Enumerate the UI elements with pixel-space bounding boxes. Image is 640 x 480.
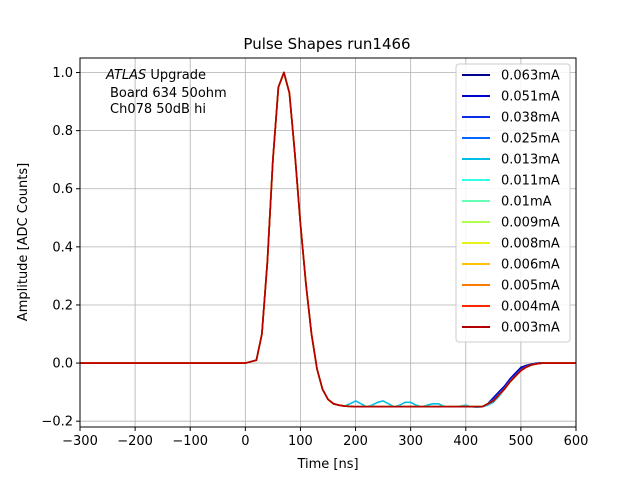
legend-box [455,63,571,343]
annotation-block: ATLAS Upgrade Board 634 50ohm Ch078 50dB… [105,68,227,117]
plot-frame [79,57,577,428]
legend-label-0: 0.063mA [501,69,560,84]
x-tick-label: 600 [564,434,589,449]
annotation-upgrade: Upgrade [146,68,206,83]
y-tick-label: 0.6 [52,182,73,197]
legend-label-9: 0.006mA [501,258,560,273]
x-tick-label: 500 [508,434,533,449]
y-tick-label: 0.2 [52,298,73,313]
series-line-12 [80,71,576,408]
y-tick-label: 1.0 [52,66,73,81]
annotation-line-1: ATLAS Upgrade [105,68,206,83]
y-tick-label: 0.0 [52,357,73,372]
x-tick-label: 200 [343,434,368,449]
legend-label-4: 0.013mA [501,153,560,168]
x-tick-label: −100 [172,434,208,449]
series-layer [80,71,576,409]
legend-label-12: 0.003mA [501,321,560,336]
y-axis-ticks: −0.2 0.0 0.2 0.4 0.6 0.8 1.0 [41,66,80,430]
x-tick-label: 0 [241,434,249,449]
legend-label-8: 0.008mA [501,237,560,252]
legend-label-2: 0.038mA [501,111,560,126]
annotation-line-3: Ch078 50dB hi [110,102,206,117]
legend-label-7: 0.009mA [501,216,560,231]
x-tick-label: −300 [62,434,98,449]
legend-label-3: 0.025mA [501,132,560,147]
x-tick-label: 400 [453,434,478,449]
x-tick-label: −200 [117,434,153,449]
legend-label-6: 0.01mA [501,195,552,210]
legend-label-11: 0.004mA [501,300,560,315]
annotation-line-2: Board 634 50ohm [110,86,227,101]
y-tick-label: −0.2 [41,415,73,430]
legend-label-5: 0.011mA [501,174,560,189]
chart-title: Pulse Shapes run1466 [243,35,410,53]
legend-label-1: 0.051mA [501,90,560,105]
x-axis-label: Time [ns] [296,457,358,472]
annotation-atlas: ATLAS [105,68,146,83]
y-axis-label: Amplitude [ADC Counts] [16,163,31,321]
legend-label-10: 0.005mA [501,279,560,294]
legend: 0.063mA 0.051mA 0.038mA 0.025mA 0.013mA 0.011… [455,63,571,343]
x-axis-ticks: −300 −200 −100 0 100 200 300 400 500 600 [62,427,588,449]
x-tick-label: 100 [288,434,313,449]
x-tick-label: 300 [398,434,423,449]
y-tick-label: 0.4 [52,240,73,255]
y-tick-label: 0.8 [52,124,73,139]
